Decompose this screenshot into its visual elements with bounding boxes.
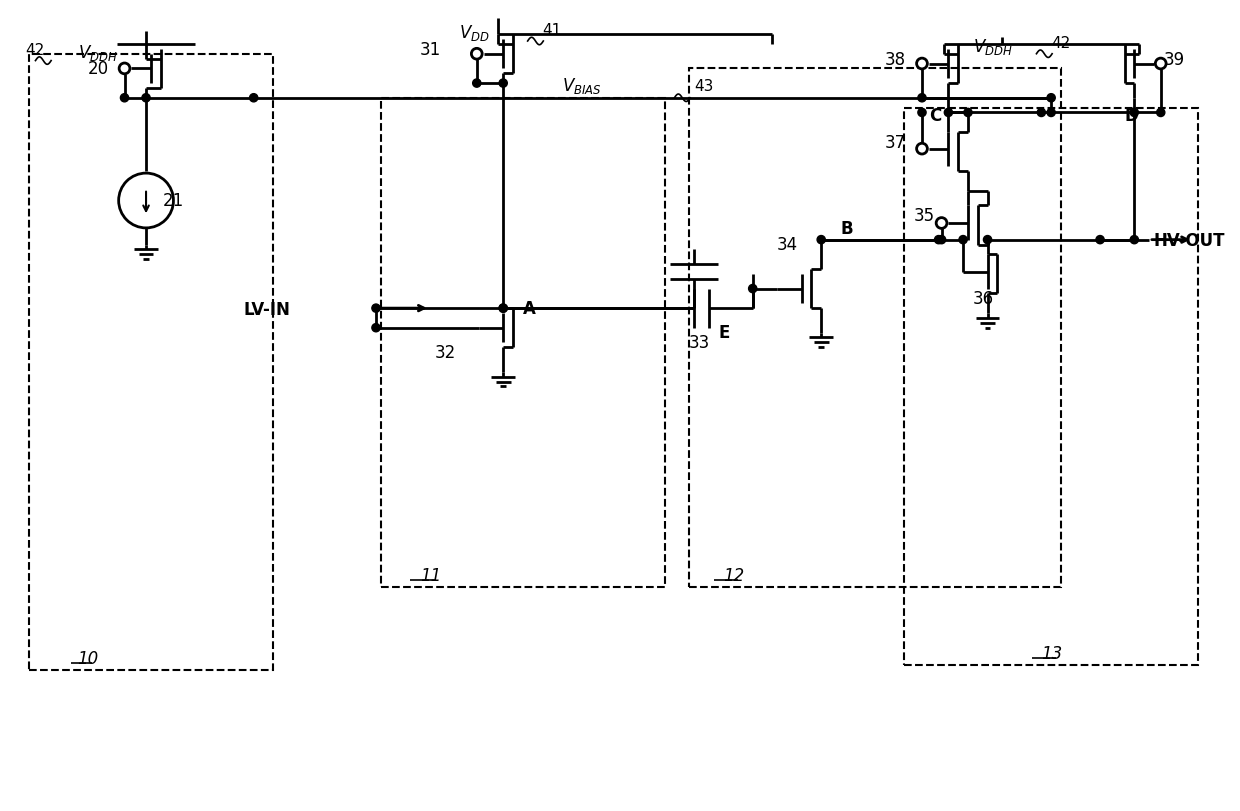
Circle shape (959, 236, 967, 244)
Text: 20: 20 (87, 60, 108, 78)
Circle shape (1157, 109, 1164, 118)
Circle shape (1047, 109, 1055, 118)
Circle shape (471, 49, 482, 60)
Circle shape (249, 95, 258, 103)
Text: 42: 42 (26, 43, 45, 58)
Circle shape (372, 305, 381, 313)
Text: 42: 42 (1052, 36, 1070, 51)
Circle shape (472, 79, 481, 88)
Text: 10: 10 (78, 650, 99, 667)
Circle shape (120, 95, 129, 103)
Circle shape (141, 95, 150, 103)
Text: 32: 32 (435, 344, 456, 362)
Text: 31: 31 (420, 41, 441, 58)
Text: D: D (1125, 107, 1138, 125)
Circle shape (498, 305, 507, 313)
Text: 37: 37 (885, 134, 906, 152)
Text: $V_{BIAS}$: $V_{BIAS}$ (562, 76, 601, 96)
Circle shape (1156, 59, 1166, 70)
Circle shape (749, 285, 756, 294)
Text: B: B (841, 220, 853, 238)
Text: 11: 11 (420, 566, 441, 585)
Bar (904, 109, 1198, 666)
Circle shape (1130, 109, 1138, 118)
Circle shape (983, 236, 992, 244)
Text: 12: 12 (723, 566, 744, 585)
Circle shape (498, 305, 507, 313)
Text: 36: 36 (973, 290, 994, 308)
Circle shape (1037, 109, 1045, 118)
Circle shape (916, 59, 928, 70)
Circle shape (817, 236, 826, 244)
Bar (381, 99, 665, 587)
Bar (689, 69, 1061, 587)
Text: 33: 33 (689, 334, 711, 352)
Circle shape (937, 236, 946, 244)
Circle shape (935, 236, 942, 244)
Text: LV-IN: LV-IN (244, 301, 290, 319)
Text: 41: 41 (542, 24, 562, 38)
Circle shape (916, 144, 928, 155)
Circle shape (119, 64, 130, 75)
Circle shape (963, 109, 972, 118)
Text: C: C (929, 107, 941, 125)
Circle shape (1096, 236, 1104, 244)
Text: E: E (718, 324, 730, 342)
Text: 43: 43 (694, 79, 713, 94)
Text: 35: 35 (914, 207, 935, 225)
Circle shape (918, 109, 926, 118)
Text: 39: 39 (1163, 50, 1184, 68)
Text: $V_{DDH}$: $V_{DDH}$ (973, 36, 1013, 57)
Text: 21: 21 (162, 192, 184, 210)
Text: 38: 38 (885, 50, 906, 68)
Circle shape (936, 218, 947, 229)
Circle shape (1130, 236, 1138, 244)
Circle shape (945, 109, 952, 118)
Text: HV-OUT: HV-OUT (1154, 231, 1225, 249)
Circle shape (1047, 95, 1055, 103)
Bar (29, 54, 273, 671)
Text: 34: 34 (777, 236, 799, 254)
Circle shape (372, 324, 381, 333)
Circle shape (918, 95, 926, 103)
Text: 13: 13 (1042, 645, 1063, 663)
Text: A: A (523, 299, 536, 318)
Text: $V_{DD}$: $V_{DD}$ (459, 23, 490, 43)
Circle shape (498, 79, 507, 88)
Circle shape (119, 174, 174, 229)
Text: $V_{DDH}$: $V_{DDH}$ (78, 43, 118, 62)
